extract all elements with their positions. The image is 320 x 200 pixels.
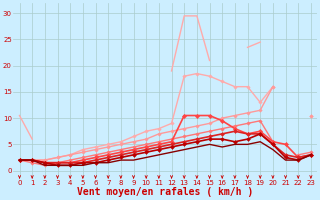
X-axis label: Vent moyen/en rafales ( km/h ): Vent moyen/en rafales ( km/h ) — [77, 187, 253, 197]
